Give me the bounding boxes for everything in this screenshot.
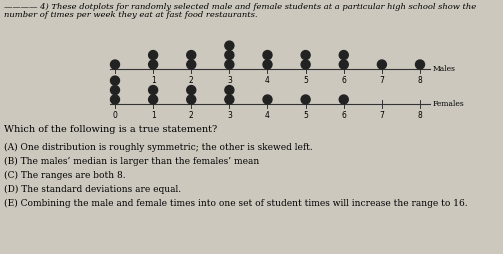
Circle shape (339, 61, 348, 70)
Circle shape (111, 77, 120, 86)
Text: 8: 8 (417, 110, 423, 120)
Text: (C) The ranges are both 8.: (C) The ranges are both 8. (4, 170, 126, 179)
Circle shape (111, 86, 120, 95)
Text: 0: 0 (113, 110, 117, 120)
Text: 5: 5 (303, 110, 308, 120)
Circle shape (263, 96, 272, 105)
Text: 3: 3 (227, 110, 232, 120)
Text: 4: 4 (265, 76, 270, 85)
Circle shape (263, 61, 272, 70)
Circle shape (263, 51, 272, 60)
Text: (A) One distribution is roughly symmetric; the other is skewed left.: (A) One distribution is roughly symmetri… (4, 142, 313, 152)
Text: 1: 1 (151, 110, 155, 120)
Circle shape (187, 51, 196, 60)
Circle shape (225, 51, 234, 60)
Circle shape (111, 61, 120, 70)
Text: (B) The males’ median is larger than the females’ mean: (B) The males’ median is larger than the… (4, 156, 259, 165)
Text: (E) Combining the male and female times into one set of student times will incre: (E) Combining the male and female times … (4, 198, 468, 207)
Text: 6: 6 (342, 76, 346, 85)
Text: 1: 1 (151, 76, 155, 85)
Text: 6: 6 (342, 110, 346, 120)
Circle shape (415, 61, 425, 70)
Text: Females: Females (433, 100, 465, 108)
Text: Which of the following is a true statement?: Which of the following is a true stateme… (4, 124, 217, 133)
Circle shape (225, 42, 234, 51)
Text: 0: 0 (113, 76, 117, 85)
Circle shape (339, 51, 348, 60)
Circle shape (225, 61, 234, 70)
Text: ———— 4) These dotplots for randomly selected male and female students at a parti: ———— 4) These dotplots for randomly sele… (4, 3, 476, 11)
Text: number of times per week they eat at fast food restaurants.: number of times per week they eat at fas… (4, 11, 258, 19)
Circle shape (225, 86, 234, 95)
Circle shape (225, 96, 234, 105)
Text: 4: 4 (265, 110, 270, 120)
Circle shape (339, 96, 348, 105)
Text: Males: Males (433, 65, 456, 73)
Circle shape (148, 51, 157, 60)
Circle shape (148, 96, 157, 105)
Circle shape (187, 61, 196, 70)
Text: 8: 8 (417, 76, 423, 85)
Text: 7: 7 (379, 110, 384, 120)
Text: 2: 2 (189, 76, 194, 85)
Circle shape (377, 61, 386, 70)
Circle shape (187, 96, 196, 105)
Circle shape (148, 86, 157, 95)
Circle shape (301, 61, 310, 70)
Text: 2: 2 (189, 110, 194, 120)
Text: (D) The standard deviations are equal.: (D) The standard deviations are equal. (4, 184, 181, 193)
Circle shape (301, 51, 310, 60)
Circle shape (301, 96, 310, 105)
Circle shape (111, 96, 120, 105)
Text: 7: 7 (379, 76, 384, 85)
Circle shape (148, 61, 157, 70)
Text: 5: 5 (303, 76, 308, 85)
Text: 3: 3 (227, 76, 232, 85)
Circle shape (187, 86, 196, 95)
